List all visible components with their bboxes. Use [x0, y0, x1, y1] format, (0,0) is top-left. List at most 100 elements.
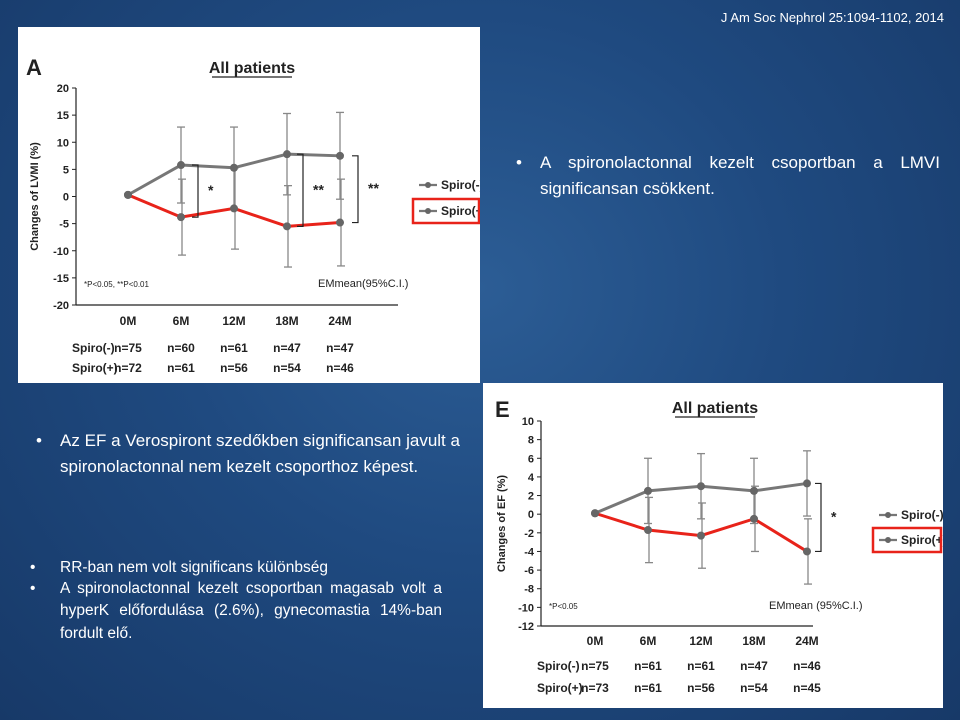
lvmi-x-tick-label: 12M: [222, 314, 245, 328]
ef-legend-label: Spiro(+): [901, 533, 943, 547]
lvmi-legend-marker: [425, 182, 431, 188]
ef-y-tick-label: 6: [528, 453, 534, 465]
citation: J Am Soc Nephrol 25:1094-1102, 2014: [720, 10, 944, 25]
ef-n-value: n=61: [634, 681, 662, 695]
ef-annotation: EMmean (95%C.I.): [769, 600, 863, 612]
lvmi-data-point: [336, 151, 344, 160]
lvmi-significance-mark: **: [368, 180, 379, 196]
lvmi-legend-marker: [425, 208, 431, 214]
lvmi-significance-mark: *: [208, 182, 214, 198]
chart-panel-ef: E All patients Changes of EF (%) 10 8 6 4 2 0 -2 -…: [483, 383, 943, 708]
lvmi-data-point: [283, 150, 291, 159]
lvmi-n-value: n=47: [273, 341, 301, 355]
ef-n-value: n=61: [687, 659, 715, 673]
bullet-lvmi: A spironolactonnal kezelt csoportban a L…: [516, 150, 940, 201]
ef-y-tick-label: 4: [528, 472, 535, 484]
ef-y-tick-label: -8: [524, 584, 534, 596]
lvmi-significance-bracket: [192, 164, 199, 218]
lvmi-y-tick-label: 20: [57, 83, 69, 95]
lvmi-n-value: n=46: [326, 361, 354, 375]
ef-legend-highlight: [871, 526, 943, 554]
ef-y-tick-label: 0: [528, 509, 534, 521]
lvmi-n-value: n=61: [167, 361, 195, 375]
ef-x-tick-label: 0M: [587, 634, 604, 648]
lvmi-x-tick-label: 0M: [120, 314, 137, 328]
ef-y-tick-label: -12: [518, 621, 534, 633]
lvmi-legend-label: Spiro(+): [441, 204, 480, 218]
lvmi-y-tick-label: -15: [53, 273, 69, 285]
lvmi-data-point: [230, 204, 238, 213]
lvmi-data-point: [230, 163, 238, 172]
lvmi-n-row-label: Spiro(+): [72, 361, 118, 375]
ef-n-value: n=45: [793, 681, 821, 695]
lvmi-n-value: n=75: [114, 341, 142, 355]
lvmi-y-tick-label: 10: [57, 137, 69, 149]
ef-n-value: n=73: [581, 681, 609, 695]
lvmi-chart-title: All patients: [209, 60, 295, 77]
ef-legend-marker: [885, 512, 891, 518]
lvmi-n-value: n=72: [114, 361, 142, 375]
lvmi-data-point: [177, 213, 185, 222]
lvmi-panel-letter: A: [26, 55, 42, 80]
ef-n-value: n=54: [740, 681, 768, 695]
lvmi-y-tick-label: 15: [57, 110, 69, 122]
lvmi-y-tick-label: -20: [53, 300, 69, 312]
ef-data-point: [803, 547, 811, 556]
ef-data-point: [803, 479, 811, 488]
lvmi-y-tick-label: -10: [53, 246, 69, 258]
ef-significance-bracket: [815, 482, 822, 553]
lvmi-x-tick-label: 6M: [173, 314, 190, 328]
lvmi-n-value: n=47: [326, 341, 354, 355]
lvmi-n-value: n=61: [220, 341, 248, 355]
ef-significance-mark: *: [831, 508, 837, 524]
ef-y-tick-label: -2: [524, 528, 534, 540]
ef-data-point: [750, 514, 758, 523]
lvmi-data-point: [177, 161, 185, 170]
ef-y-tick-label: -10: [518, 602, 534, 614]
ef-legend-marker: [885, 537, 891, 543]
chart-panel-lvmi: A All patients Changes of LVMI (%) 20 15 10 5 0…: [18, 27, 480, 383]
lvmi-footnote: *P<0.05, **P<0.01: [84, 280, 149, 289]
ef-data-point: [697, 531, 705, 540]
lvmi-y-axis-label: Changes of LVMI (%): [29, 142, 41, 251]
ef-y-tick-label: 2: [528, 491, 534, 503]
lvmi-legend-highlight: [411, 197, 480, 225]
lvmi-n-value: n=60: [167, 341, 195, 355]
lvmi-data-point: [336, 218, 344, 227]
ef-y-axis-label: Changes of EF (%): [496, 475, 508, 573]
ef-legend-label: Spiro(-): [901, 508, 943, 522]
ef-x-tick-label: 18M: [742, 634, 765, 648]
ef-n-value: n=61: [634, 659, 662, 673]
ef-y-tick-label: 8: [528, 435, 534, 447]
ef-y-tick-label: -4: [524, 546, 535, 558]
lvmi-y-tick-label: -5: [59, 219, 69, 231]
ef-x-tick-label: 6M: [640, 634, 657, 648]
ef-n-value: n=56: [687, 681, 715, 695]
lvmi-chart-svg: A All patients Changes of LVMI (%) 20 15 10 5 0…: [26, 55, 480, 375]
ef-n-value: n=75: [581, 659, 609, 673]
ef-panel-letter: E: [495, 397, 510, 422]
ef-data-point: [644, 486, 652, 495]
lvmi-significance-bracket: [297, 153, 304, 227]
lvmi-n-row-label: Spiro(-): [72, 341, 115, 355]
ef-n-row-label: Spiro(+): [537, 681, 583, 695]
ef-data-point: [750, 486, 758, 495]
bullet-side-effects: A spironolactonnal kezelt csoportban mag…: [30, 578, 442, 645]
ef-data-point: [697, 482, 705, 491]
lvmi-annotation: EMmean(95%C.I.): [318, 278, 408, 290]
ef-data-point: [591, 509, 599, 518]
ef-chart-title: All patients: [672, 400, 758, 417]
ef-n-value: n=46: [793, 659, 821, 673]
lvmi-n-value: n=54: [273, 361, 301, 375]
lvmi-n-value: n=56: [220, 361, 248, 375]
ef-y-tick-label: -6: [524, 565, 534, 577]
lvmi-y-tick-label: 5: [63, 164, 69, 176]
ef-y-tick-label: 10: [522, 416, 534, 428]
ef-footnote: *P<0.05: [549, 602, 578, 611]
lvmi-data-point: [124, 190, 132, 199]
ef-x-tick-label: 24M: [795, 634, 818, 648]
bullet-ef: Az EF a Verospiront szedőkben significan…: [36, 428, 460, 479]
ef-x-tick-label: 12M: [689, 634, 712, 648]
ef-n-row-label: Spiro(-): [537, 659, 580, 673]
lvmi-data-point: [283, 222, 291, 231]
